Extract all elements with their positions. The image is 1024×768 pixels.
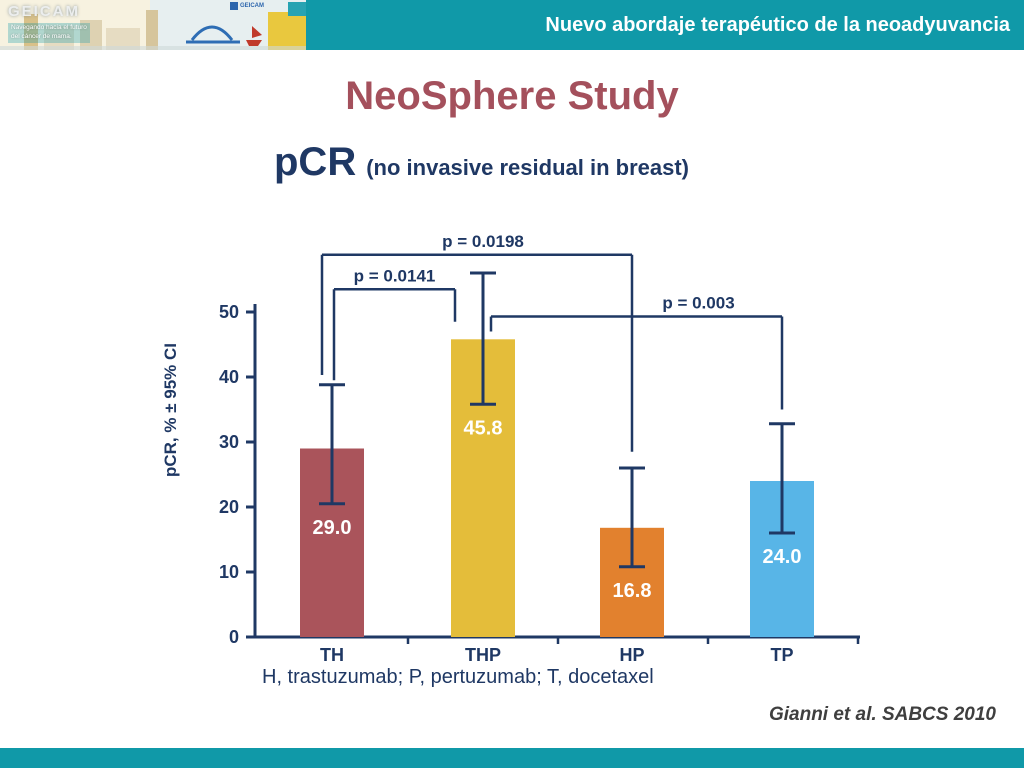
value-label-TP: 24.0 <box>763 546 802 568</box>
giralda-shape <box>146 10 158 50</box>
y-tick-label-10: 10 <box>219 562 239 582</box>
p-value-label-2: p = 0.0198 <box>442 232 524 251</box>
citation: Gianni et al. SABCS 2010 <box>768 704 996 725</box>
bottom-bar <box>0 748 1024 768</box>
tagline-line-1: Navegando hacia el futuro <box>11 24 87 31</box>
geicam-mini-logo-text: GEICAM <box>240 3 264 9</box>
bridge-shape <box>190 25 234 41</box>
chart-footnote: H, trastuzumab; P, pertuzumab; T, doceta… <box>262 666 654 688</box>
y-tick-label-40: 40 <box>219 367 239 387</box>
subtitle-pcr: pCR <box>274 140 357 184</box>
boat-shape <box>246 40 262 46</box>
geicam-mini-logo: GEICAM <box>230 2 264 10</box>
geicam-logo-banner: GEICAM Navegando hacia el futuro del cán… <box>0 0 306 50</box>
geicam-logo-icon <box>230 2 238 10</box>
value-label-TH: 29.0 <box>313 517 352 539</box>
slide-title: NeoSphere Study <box>345 74 679 118</box>
x-label-TP: TP <box>770 645 793 665</box>
seville-skyline-illustration <box>0 0 306 50</box>
subtitle-detail: (no invasive residual in breast) <box>366 155 689 180</box>
header-title: Nuevo abordaje terapéutico de la neoadyu… <box>545 13 1010 36</box>
x-label-THP: THP <box>465 645 501 665</box>
header-bar: GEICAM Navegando hacia el futuro del cán… <box>0 0 1024 50</box>
geicam-tagline: Navegando hacia el futuro del cáncer de … <box>8 23 90 43</box>
p-value-label-1: p = 0.0141 <box>354 266 436 285</box>
slide-subtitle: pCR (no invasive residual in breast) <box>274 140 689 185</box>
tower-shape <box>24 14 38 50</box>
y-axis-label: pCR, % ± 95% CI <box>161 343 180 477</box>
y-tick-label-30: 30 <box>219 432 239 452</box>
y-tick-label-50: 50 <box>219 302 239 322</box>
value-label-HP: 16.8 <box>613 580 652 602</box>
tagline-line-2: del cáncer de mama. <box>11 32 72 40</box>
p-value-label-3: p = 0.003 <box>662 294 734 313</box>
y-tick-label-0: 0 <box>229 627 239 647</box>
y-tick-label-20: 20 <box>219 497 239 517</box>
x-label-HP: HP <box>619 645 644 665</box>
pcr-bar-chart: 0 10 20 30 40 50 29.0 TH 45.8 THP 16.8 HP 24.0 TP p = … <box>161 232 860 665</box>
geicam-brand-text: GEICAM <box>8 3 80 20</box>
x-label-TH: TH <box>320 645 344 665</box>
value-label-THP: 45.8 <box>464 417 503 439</box>
